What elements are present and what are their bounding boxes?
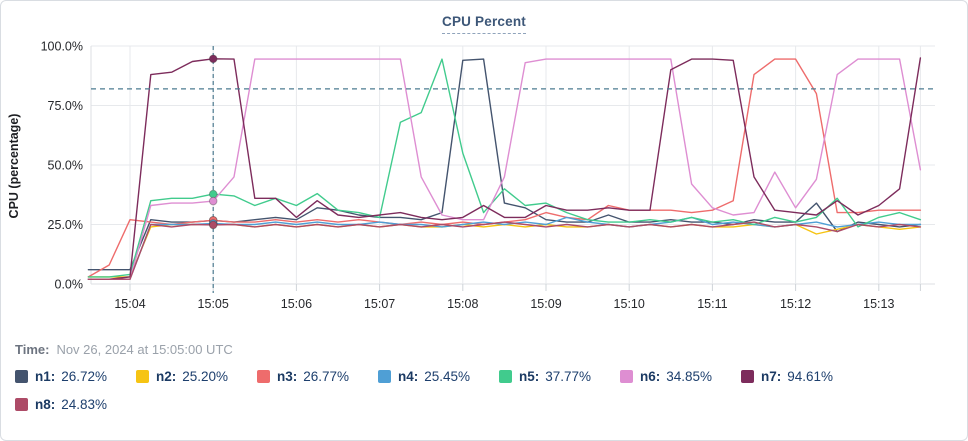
time-label: Time: [15,342,50,357]
series-line-n6 [87,58,922,280]
legend-label: n4: [398,369,419,384]
svg-text:15:12: 15:12 [780,297,811,311]
svg-text:15:09: 15:09 [530,297,561,311]
svg-text:15:05: 15:05 [198,297,229,311]
crosshair-marker-n6 [208,196,218,206]
svg-text:75.0%: 75.0% [48,99,83,113]
legend-value: 24.83% [61,397,108,412]
legend-value: 26.77% [303,369,350,384]
legend-item-n6[interactable]: n6: 34.85% [620,369,741,384]
legend-item-n8[interactable]: n8: 24.83% [15,397,136,412]
legend: n1: 26.72% n2: 25.20% n3: 26.77% n4: 25.… [15,369,877,412]
svg-text:25.0%: 25.0% [48,218,83,232]
svg-text:15:06: 15:06 [281,297,312,311]
legend-label: n8: [35,397,56,412]
legend-swatch-n7 [741,370,754,383]
legend-item-n7[interactable]: n7: 94.61% [741,369,862,384]
legend-swatch-n2 [136,370,149,383]
crosshair-marker-n8 [208,220,218,230]
legend-value: 25.45% [424,369,471,384]
legend-label: n7: [761,369,782,384]
gridlines [90,45,935,291]
legend-label: n2: [156,369,177,384]
legend-item-n1[interactable]: n1: 26.72% [15,369,136,384]
svg-text:100.0%: 100.0% [41,40,83,54]
crosshair-layer [91,46,935,293]
svg-text:15:11: 15:11 [697,297,727,311]
legend-value: 26.72% [61,369,108,384]
svg-text:15:08: 15:08 [447,297,478,311]
series-line-n7 [87,57,922,280]
time-value: Nov 26, 2024 at 15:05:00 UTC [56,342,233,357]
legend-item-n2[interactable]: n2: 25.20% [136,369,257,384]
chart-title[interactable]: CPU Percent [442,14,526,34]
legend-item-n3[interactable]: n3: 26.77% [257,369,378,384]
series-lines [87,57,922,280]
legend-value: 25.20% [182,369,229,384]
svg-text:50.0%: 50.0% [48,159,83,173]
legend-swatch-n1 [15,370,28,383]
legend-value: 37.77% [545,369,592,384]
svg-text:0.0%: 0.0% [55,278,84,292]
chart-title-wrap: CPU Percent [1,13,967,34]
legend-label: n5: [519,369,540,384]
crosshair-marker-n7 [208,54,218,64]
svg-text:15:10: 15:10 [614,297,645,311]
legend-label: n1: [35,369,56,384]
legend-swatch-n5 [499,370,512,383]
axis-labels: 0.0% 25.0% 50.0% 75.0% 100.0% 15:04 15:05 15:06… [41,40,895,312]
svg-text:15:04: 15:04 [114,297,145,311]
legend-value: 94.61% [787,369,834,384]
legend-value: 34.85% [666,369,713,384]
legend-swatch-n6 [620,370,633,383]
legend-swatch-n4 [378,370,391,383]
legend-item-n5[interactable]: n5: 37.77% [499,369,620,384]
cpu-percent-line-chart[interactable]: 0.0% 25.0% 50.0% 75.0% 100.0% 15:04 15:05 15:06… [1,1,968,331]
legend-label: n3: [277,369,298,384]
legend-swatch-n8 [15,398,28,411]
svg-text:15:13: 15:13 [863,297,894,311]
svg-text:15:07: 15:07 [364,297,395,311]
legend-item-n4[interactable]: n4: 25.45% [378,369,499,384]
series-line-n8 [87,221,922,280]
legend-swatch-n3 [257,370,270,383]
time-row: Time: Nov 26, 2024 at 15:05:00 UTC [15,342,233,357]
series-line-n5 [87,58,922,278]
legend-label: n6: [640,369,661,384]
